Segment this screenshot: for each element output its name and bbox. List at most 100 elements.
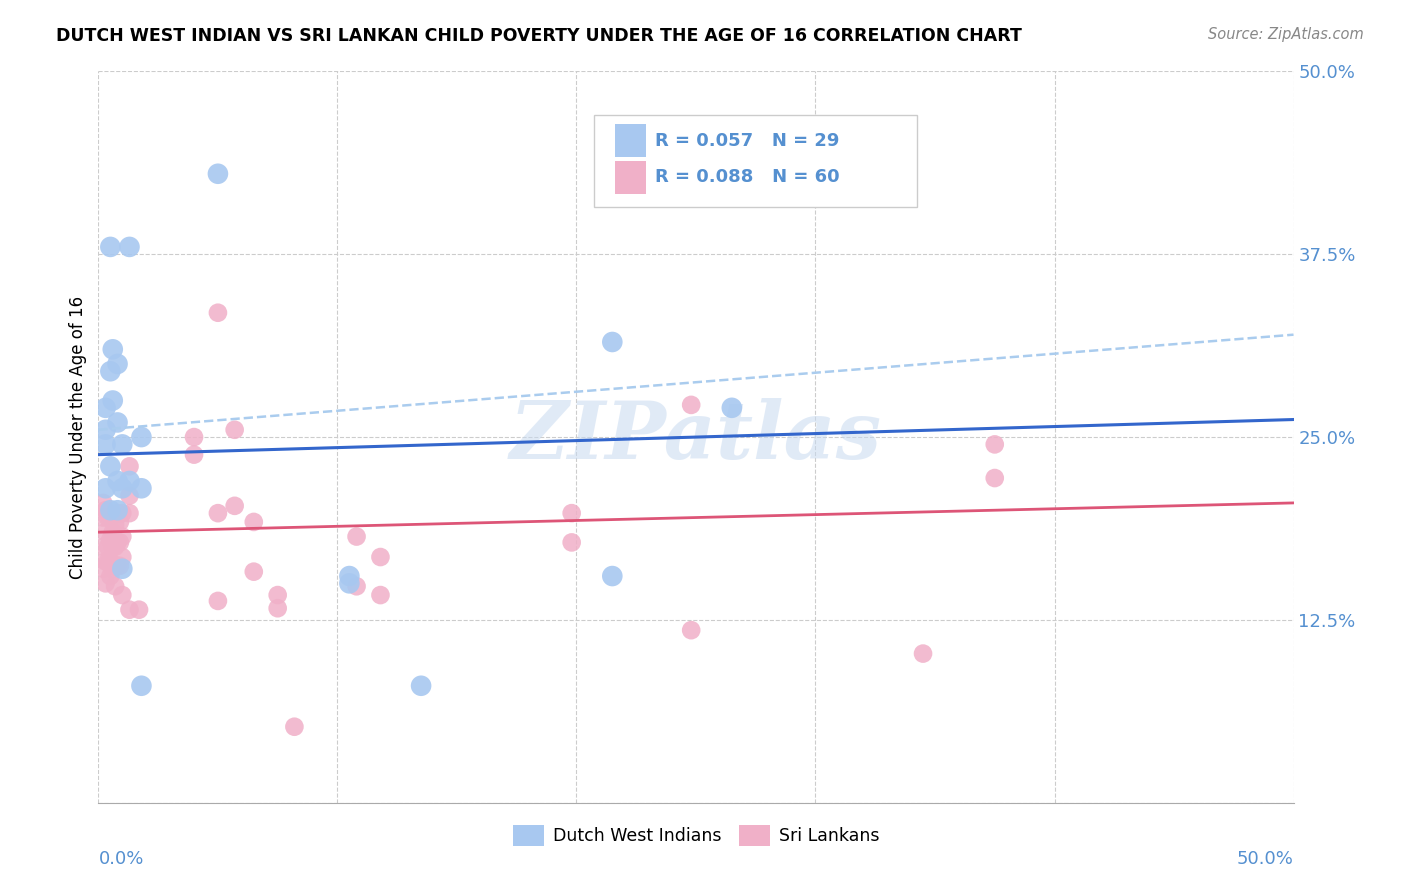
Point bbox=[602, 334, 624, 349]
Point bbox=[101, 525, 124, 540]
Point bbox=[118, 603, 141, 617]
Point bbox=[602, 569, 624, 583]
Point bbox=[101, 562, 124, 576]
Point bbox=[131, 481, 153, 495]
Point bbox=[561, 506, 583, 520]
Point bbox=[98, 510, 122, 524]
Point bbox=[370, 588, 392, 602]
Bar bbox=[614, 161, 645, 194]
Point bbox=[98, 503, 122, 517]
Point bbox=[107, 357, 129, 371]
Point bbox=[108, 558, 131, 573]
Point bbox=[346, 579, 368, 593]
Y-axis label: Child Poverty Under the Age of 16: Child Poverty Under the Age of 16 bbox=[69, 295, 87, 579]
Point bbox=[984, 471, 1007, 485]
Point bbox=[207, 167, 229, 181]
Point bbox=[111, 588, 134, 602]
Point bbox=[94, 525, 117, 540]
Point bbox=[118, 489, 141, 503]
Point bbox=[118, 240, 141, 254]
Point bbox=[411, 679, 433, 693]
Point bbox=[98, 459, 122, 474]
Point bbox=[131, 679, 153, 693]
Point bbox=[111, 530, 134, 544]
Legend: Dutch West Indians, Sri Lankans: Dutch West Indians, Sri Lankans bbox=[506, 818, 886, 853]
Point bbox=[98, 364, 122, 378]
Point bbox=[267, 588, 290, 602]
Point bbox=[94, 401, 117, 415]
Point bbox=[339, 569, 361, 583]
Point bbox=[131, 430, 153, 444]
Point bbox=[107, 535, 129, 549]
Point bbox=[101, 540, 124, 554]
Point bbox=[101, 393, 124, 408]
Point bbox=[118, 459, 141, 474]
Point bbox=[98, 554, 122, 568]
Point bbox=[107, 558, 129, 573]
Point bbox=[243, 565, 266, 579]
Point bbox=[94, 503, 117, 517]
Point bbox=[107, 506, 129, 520]
Point bbox=[94, 576, 117, 591]
Point bbox=[111, 549, 134, 564]
Point bbox=[224, 499, 246, 513]
Point bbox=[339, 576, 361, 591]
Point bbox=[94, 437, 117, 451]
Text: R = 0.088   N = 60: R = 0.088 N = 60 bbox=[655, 169, 839, 186]
Point bbox=[207, 306, 229, 320]
Point bbox=[94, 423, 117, 437]
Point bbox=[91, 562, 114, 576]
Point bbox=[97, 554, 120, 568]
Point bbox=[207, 594, 229, 608]
Point bbox=[104, 579, 127, 593]
Point bbox=[224, 423, 246, 437]
Point bbox=[267, 601, 290, 615]
Point bbox=[98, 569, 122, 583]
Point bbox=[681, 398, 703, 412]
Point bbox=[911, 647, 934, 661]
Point bbox=[370, 549, 392, 564]
Point bbox=[346, 530, 368, 544]
Text: 50.0%: 50.0% bbox=[1237, 850, 1294, 868]
Point bbox=[91, 510, 114, 524]
Point bbox=[108, 535, 131, 549]
Point bbox=[104, 517, 127, 532]
Text: Source: ZipAtlas.com: Source: ZipAtlas.com bbox=[1208, 27, 1364, 42]
Point bbox=[984, 437, 1007, 451]
Point bbox=[283, 720, 305, 734]
Point bbox=[104, 558, 127, 573]
Point bbox=[104, 540, 127, 554]
Point bbox=[94, 554, 117, 568]
Text: ZIPatlas: ZIPatlas bbox=[510, 399, 882, 475]
Point bbox=[94, 481, 117, 495]
Point bbox=[107, 416, 129, 430]
Point bbox=[98, 533, 122, 547]
Point bbox=[118, 474, 141, 488]
Bar bbox=[614, 124, 645, 157]
Point bbox=[118, 506, 141, 520]
Point bbox=[681, 623, 703, 637]
Text: R = 0.057   N = 29: R = 0.057 N = 29 bbox=[655, 132, 839, 150]
Point bbox=[183, 448, 205, 462]
Point bbox=[111, 506, 134, 520]
Point bbox=[111, 562, 134, 576]
Point bbox=[97, 510, 120, 524]
Point bbox=[111, 437, 134, 451]
Point bbox=[561, 535, 583, 549]
Point bbox=[108, 515, 131, 529]
Point bbox=[98, 240, 122, 254]
Point bbox=[111, 481, 134, 495]
Point bbox=[207, 506, 229, 520]
FancyBboxPatch shape bbox=[595, 115, 917, 207]
Point bbox=[91, 540, 114, 554]
Point bbox=[107, 503, 129, 517]
Text: DUTCH WEST INDIAN VS SRI LANKAN CHILD POVERTY UNDER THE AGE OF 16 CORRELATION CH: DUTCH WEST INDIAN VS SRI LANKAN CHILD PO… bbox=[56, 27, 1022, 45]
Point bbox=[243, 515, 266, 529]
Text: 0.0%: 0.0% bbox=[98, 850, 143, 868]
Point bbox=[183, 430, 205, 444]
Point bbox=[721, 401, 744, 415]
Point bbox=[91, 496, 114, 510]
Point bbox=[107, 474, 129, 488]
Point bbox=[128, 603, 150, 617]
Point bbox=[97, 540, 120, 554]
